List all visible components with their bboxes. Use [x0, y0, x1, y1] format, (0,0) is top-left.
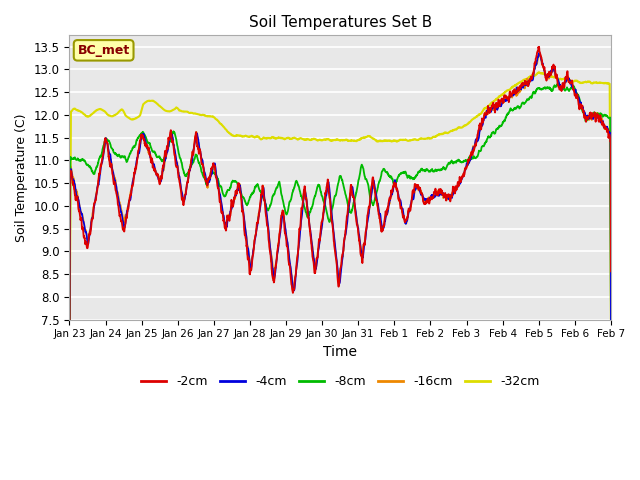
-4cm — [575, 95, 582, 101]
-32cm — [216, 121, 224, 127]
Text: BC_met: BC_met — [77, 44, 130, 57]
-32cm — [367, 135, 375, 141]
X-axis label: Time: Time — [323, 345, 357, 359]
-4cm — [356, 237, 364, 242]
-16cm — [356, 236, 364, 241]
Line: -32cm: -32cm — [69, 72, 611, 386]
-8cm — [554, 81, 562, 86]
-16cm — [559, 85, 567, 91]
-8cm — [65, 405, 73, 411]
-8cm — [497, 123, 505, 129]
-2cm — [535, 44, 543, 49]
-32cm — [65, 384, 73, 389]
Line: -8cm: -8cm — [69, 84, 611, 408]
-2cm — [497, 96, 505, 102]
-4cm — [536, 49, 543, 55]
-32cm — [575, 79, 582, 84]
-8cm — [356, 173, 364, 179]
-32cm — [607, 322, 615, 327]
-32cm — [497, 92, 505, 98]
-2cm — [356, 241, 364, 247]
-16cm — [575, 95, 582, 100]
-4cm — [497, 103, 505, 108]
-2cm — [65, 412, 73, 418]
-2cm — [575, 99, 582, 105]
-32cm — [559, 76, 567, 82]
-8cm — [559, 85, 567, 91]
-4cm — [367, 192, 375, 197]
Line: -2cm: -2cm — [69, 47, 611, 415]
Line: -16cm: -16cm — [69, 54, 611, 364]
-4cm — [216, 193, 224, 199]
-4cm — [65, 363, 73, 369]
-32cm — [356, 136, 364, 142]
-8cm — [367, 198, 375, 204]
Line: -4cm: -4cm — [69, 52, 611, 366]
-4cm — [607, 344, 615, 350]
-16cm — [607, 341, 615, 347]
-8cm — [575, 93, 582, 98]
Title: Soil Temperatures Set B: Soil Temperatures Set B — [248, 15, 432, 30]
-16cm — [65, 361, 73, 367]
-2cm — [216, 199, 224, 204]
-2cm — [607, 268, 615, 274]
-32cm — [536, 70, 543, 75]
-8cm — [607, 319, 615, 324]
-16cm — [497, 101, 505, 107]
Legend: -2cm, -4cm, -8cm, -16cm, -32cm: -2cm, -4cm, -8cm, -16cm, -32cm — [136, 370, 545, 393]
-16cm — [367, 190, 375, 195]
Y-axis label: Soil Temperature (C): Soil Temperature (C) — [15, 113, 28, 242]
-4cm — [559, 82, 567, 88]
-2cm — [367, 184, 375, 190]
-8cm — [216, 183, 224, 189]
-2cm — [559, 82, 567, 87]
-16cm — [536, 51, 543, 57]
-16cm — [216, 195, 224, 201]
